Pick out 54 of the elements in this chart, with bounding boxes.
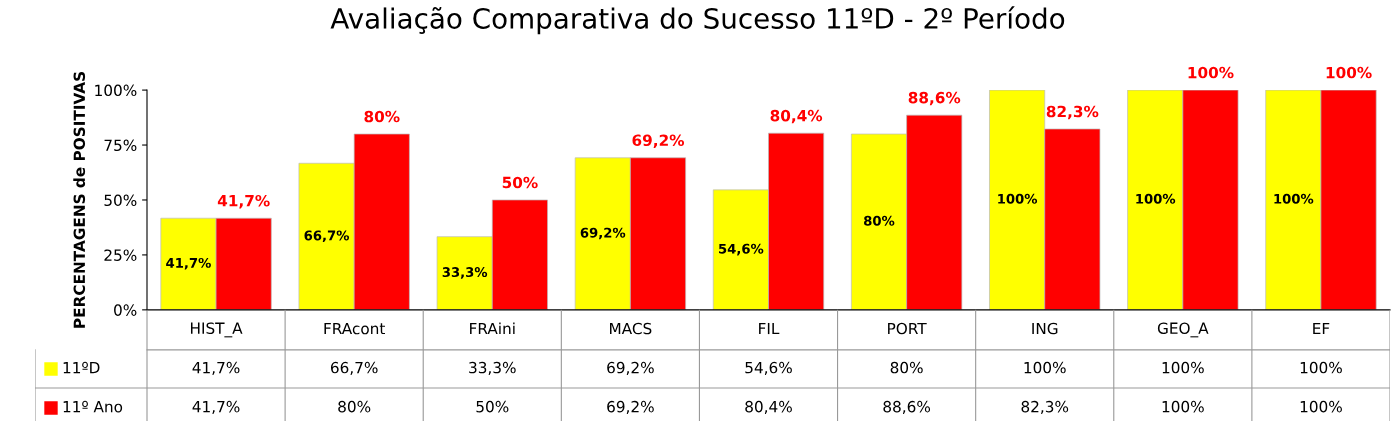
- data-label: 100%: [1300, 361, 1342, 374]
- y-tick-label: 50%: [104, 194, 137, 206]
- data-label: 100%: [1024, 361, 1066, 374]
- chart-title: Avaliação Comparativa do Sucesso 11ºD - 2º Período: [330, 6, 1065, 35]
- x-tick-label: HIST_A: [191, 322, 243, 338]
- y-tick-label: 75%: [104, 139, 137, 152]
- x-tick-label: FRAini: [470, 322, 515, 335]
- text: 100%: [1188, 66, 1234, 79]
- text: 69,2%: [580, 227, 626, 240]
- x-tick-label: MACS: [610, 322, 652, 335]
- text: 41,7%: [166, 257, 211, 270]
- text: 82,3%: [1046, 105, 1099, 120]
- text: 80,4%: [770, 109, 823, 124]
- data-label: 69,2%: [607, 400, 654, 414]
- data-label: 33,3%: [469, 361, 516, 375]
- y-axis-title: PERCENTAGENS de POSITIVAS: [73, 72, 86, 328]
- data-label: 41,7%: [192, 400, 240, 414]
- y-tick-label: 0%: [114, 304, 137, 316]
- data-label: 80%: [338, 400, 371, 413]
- data-label: 100%: [1300, 400, 1342, 413]
- text: 100%: [998, 193, 1038, 204]
- x-tick-label: FRAcont: [324, 322, 385, 335]
- text: 88,6%: [908, 91, 961, 106]
- text: 66,7%: [304, 230, 350, 243]
- x-tick-label: FIL: [759, 322, 780, 335]
- y-tick-label: 100%: [95, 84, 137, 97]
- x-tick-label: PORT: [888, 322, 927, 335]
- data-label: 80%: [890, 361, 923, 374]
- text: 41,7%: [217, 194, 270, 209]
- legend-label: 11ºD: [63, 361, 100, 374]
- data-label: 54,6%: [745, 361, 792, 375]
- text: 50%: [502, 176, 538, 189]
- data-label: 41,7%: [192, 361, 240, 375]
- text: 80%: [864, 215, 895, 226]
- text: 100%: [1326, 66, 1372, 79]
- x-tick-label: GEO_A: [1157, 322, 1209, 338]
- data-label: 80,4%: [745, 400, 792, 414]
- legend-label: 11º Ano: [63, 400, 123, 413]
- text: 100%: [1136, 193, 1176, 204]
- x-tick-label: EF: [1313, 322, 1330, 335]
- data-label: 66,7%: [330, 361, 378, 375]
- data-label: 100%: [1162, 400, 1204, 413]
- data-label: 88,6%: [883, 400, 931, 414]
- y-tick-label: 25%: [104, 249, 137, 261]
- data-label: 82,3%: [1021, 400, 1069, 414]
- data-label: 100%: [1162, 361, 1204, 374]
- x-tick-label: ING: [1032, 322, 1058, 335]
- text: 54,6%: [719, 243, 764, 256]
- data-label: 50%: [476, 400, 509, 413]
- text: 33,3%: [442, 267, 488, 279]
- text: 69,2%: [632, 134, 685, 148]
- text: 80%: [364, 110, 400, 123]
- data-label: 69,2%: [607, 361, 654, 375]
- text: 100%: [1274, 193, 1314, 204]
